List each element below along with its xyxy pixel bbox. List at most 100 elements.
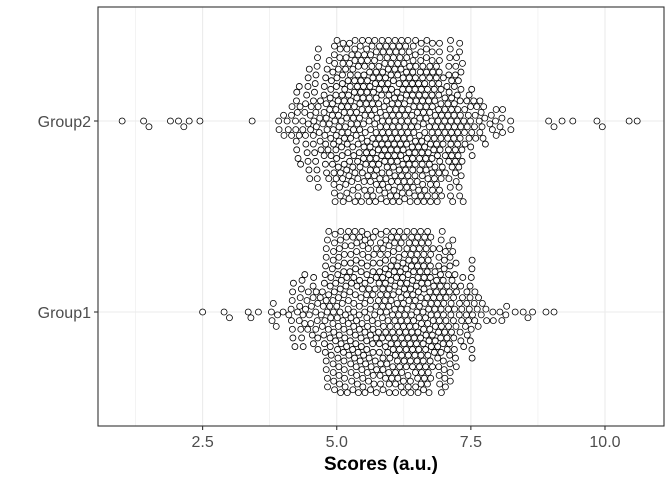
data-point-group2	[416, 155, 423, 162]
data-point-group2	[465, 134, 473, 142]
data-point-group2	[395, 123, 403, 131]
data-point-group2	[452, 62, 460, 70]
data-point-group2	[341, 85, 349, 93]
data-point-group1	[442, 383, 449, 391]
data-point-group2	[411, 160, 419, 168]
data-point-group1	[312, 325, 320, 333]
data-point-group2	[459, 60, 466, 67]
data-point-group2	[323, 65, 331, 73]
data-point-group2	[355, 149, 363, 157]
data-point-group1	[376, 268, 384, 276]
data-point-group1	[448, 276, 456, 284]
data-point-group2	[376, 123, 384, 131]
data-point-group2	[419, 120, 427, 128]
data-point-group1	[422, 331, 430, 339]
data-point-group1	[397, 317, 405, 325]
data-point-group1	[359, 285, 366, 293]
data-point-group1	[463, 299, 471, 307]
data-point-group1	[432, 288, 440, 296]
data-point-group1	[442, 248, 449, 255]
data-point-group1	[403, 245, 411, 253]
data-point-group1	[445, 322, 452, 330]
data-point-group2	[395, 166, 403, 174]
data-point-group2	[425, 160, 433, 168]
data-point-group2	[433, 62, 440, 70]
data-point-group1	[440, 256, 448, 264]
data-point-group2	[459, 198, 467, 206]
data-point-group1	[322, 357, 330, 365]
data-point-group2	[303, 149, 311, 157]
data-point-group2	[416, 166, 424, 174]
data-point-group2	[593, 117, 601, 125]
data-point-group1	[299, 311, 307, 319]
data-point-group2	[456, 134, 464, 142]
data-point-group1	[414, 274, 422, 281]
data-point-group2	[346, 71, 354, 79]
data-point-group1	[363, 291, 371, 299]
data-point-group2	[335, 137, 343, 145]
data-point-group2	[393, 146, 401, 154]
data-point-group1	[473, 305, 481, 313]
data-point-group2	[386, 106, 394, 113]
data-point-group2	[385, 129, 393, 136]
data-point-group2	[403, 183, 411, 191]
data-point-group2	[452, 178, 460, 185]
data-point-group1	[398, 351, 406, 359]
data-point-group1	[363, 346, 371, 353]
data-point-group2	[455, 183, 463, 191]
data-point-group1	[403, 279, 411, 287]
data-point-group2	[376, 42, 383, 50]
data-point-group2	[422, 166, 430, 174]
data-point-group1	[385, 334, 392, 342]
data-point-group1	[427, 374, 435, 382]
data-point-group2	[404, 172, 412, 180]
data-point-group1	[489, 317, 497, 325]
data-point-group1	[322, 366, 330, 374]
data-point-group1	[317, 311, 325, 319]
data-point-group1	[429, 317, 437, 325]
data-point-group2	[486, 120, 494, 128]
data-point-group2	[391, 94, 398, 102]
data-point-group2	[334, 163, 342, 171]
data-point-group1	[346, 288, 354, 296]
data-point-group1	[365, 285, 373, 293]
data-point-group2	[360, 120, 367, 128]
data-point-group2	[357, 57, 365, 64]
data-point-group1	[389, 363, 397, 371]
data-point-group2	[375, 62, 383, 70]
data-point-group2	[356, 114, 363, 122]
data-point-group2	[351, 198, 359, 206]
data-point-group2	[361, 111, 369, 119]
data-point-group2	[453, 117, 461, 125]
data-point-group2	[307, 103, 315, 110]
data-point-group2	[365, 106, 372, 113]
data-point-group2	[344, 129, 352, 136]
data-point-group1	[455, 311, 463, 319]
data-point-group1	[415, 245, 423, 253]
data-point-group2	[325, 120, 333, 128]
data-point-group2	[320, 91, 328, 99]
data-point-group2	[390, 140, 398, 148]
data-point-group2	[432, 123, 439, 131]
data-point-group2	[370, 88, 377, 96]
data-point-group2	[302, 100, 309, 108]
data-point-group1	[409, 276, 416, 284]
data-point-group2	[348, 178, 356, 185]
data-point-group2	[427, 198, 434, 206]
data-point-group1	[459, 294, 466, 302]
data-point-group2	[434, 129, 442, 136]
data-point-group2	[352, 131, 360, 139]
data-point-group1	[324, 383, 331, 391]
data-point-group1	[325, 291, 333, 299]
data-point-group1	[377, 360, 385, 368]
data-point-group1	[347, 242, 355, 250]
data-point-group2	[412, 97, 420, 105]
data-point-group1	[414, 233, 422, 241]
data-point-group2	[496, 123, 504, 131]
data-point-group2	[409, 57, 417, 64]
data-point-group1	[452, 354, 459, 362]
data-point-group2	[456, 97, 464, 105]
data-point-group1	[397, 305, 405, 313]
data-point-group2	[458, 146, 466, 154]
data-point-group1	[359, 250, 367, 258]
